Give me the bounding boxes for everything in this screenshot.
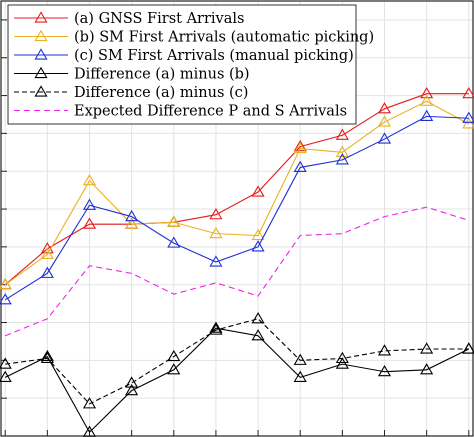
data-point — [293, 370, 307, 382]
data-point — [167, 236, 181, 248]
data-point — [125, 209, 139, 222]
series-c-sm-first-arrivals-manual-picking — [0, 109, 474, 305]
data-point — [209, 255, 223, 267]
data-point — [377, 344, 392, 356]
data-point — [251, 312, 265, 324]
data-point — [251, 329, 265, 341]
legend-label: Difference (a) minus (b) — [74, 67, 250, 83]
data-point — [251, 240, 265, 252]
series-line — [4, 100, 470, 286]
series-line — [5, 318, 469, 405]
data-point — [82, 425, 97, 437]
data-point — [0, 293, 12, 305]
data-point — [293, 139, 307, 152]
legend-marker — [34, 85, 48, 97]
legend-label: (c) SM First Arrivals (manual picking) — [74, 48, 354, 64]
legend-marker — [34, 11, 48, 23]
series-line — [5, 206, 469, 337]
series-line — [4, 115, 469, 301]
data-point — [82, 173, 97, 186]
data-point — [251, 228, 265, 241]
data-point — [167, 349, 181, 362]
series-difference-a-minus-b — [0, 321, 474, 437]
legend: (a) GNSS First Arrivals (b) SM First Arri… — [7, 4, 374, 125]
data-point — [209, 226, 223, 239]
data-point — [377, 115, 392, 127]
data-point — [335, 153, 349, 165]
data-point — [462, 111, 474, 123]
data-point — [377, 365, 392, 377]
legend-marker — [34, 48, 48, 60]
series-line — [4, 327, 470, 434]
data-point — [82, 217, 97, 229]
data-point — [125, 376, 139, 388]
data-point — [420, 109, 434, 121]
data-point — [377, 132, 392, 144]
data-point — [167, 215, 181, 227]
legend-box — [7, 4, 357, 125]
legend-label: Difference (a) minus (c) — [74, 85, 248, 101]
data-point — [40, 242, 54, 254]
data-point — [0, 370, 12, 382]
legend-marker — [34, 29, 48, 42]
legend-marker — [34, 66, 48, 79]
data-point — [209, 208, 223, 220]
data-point — [293, 353, 307, 365]
series-expected-difference-p-and-s-arrivals — [5, 206, 469, 337]
data-point — [251, 185, 265, 197]
data-point — [125, 217, 139, 229]
data-point — [462, 86, 474, 99]
series-b-sm-first-arrivals-automatic-picking — [0, 94, 474, 290]
data-point — [335, 128, 349, 140]
data-point — [0, 357, 12, 369]
data-point — [293, 141, 307, 154]
data-point — [335, 145, 349, 157]
data-point — [125, 383, 139, 396]
data-point — [420, 86, 434, 99]
legend-label: (b) SM First Arrivals (automatic picking… — [74, 30, 374, 46]
series-layer — [0, 86, 474, 437]
data-point — [40, 266, 54, 278]
data-point — [335, 357, 349, 369]
data-point — [82, 397, 97, 409]
series-difference-a-minus-c — [0, 312, 474, 409]
data-point — [209, 321, 223, 333]
data-point — [40, 349, 54, 362]
data-point — [462, 117, 474, 129]
data-point — [0, 278, 12, 290]
data-point — [420, 363, 434, 375]
data-point — [420, 342, 434, 354]
data-point — [40, 247, 54, 260]
data-point — [462, 342, 474, 354]
legend-label: Expected Difference P and S Arrivals — [74, 104, 347, 120]
data-point — [377, 102, 392, 114]
data-point — [209, 323, 223, 335]
data-point — [82, 198, 97, 210]
data-point — [293, 160, 307, 173]
data-point — [335, 351, 349, 364]
data-point — [40, 351, 54, 364]
data-point — [167, 363, 181, 375]
data-point — [420, 94, 434, 106]
series-line — [4, 93, 469, 286]
legend-label: (a) GNSS First Arrivals — [74, 11, 244, 27]
